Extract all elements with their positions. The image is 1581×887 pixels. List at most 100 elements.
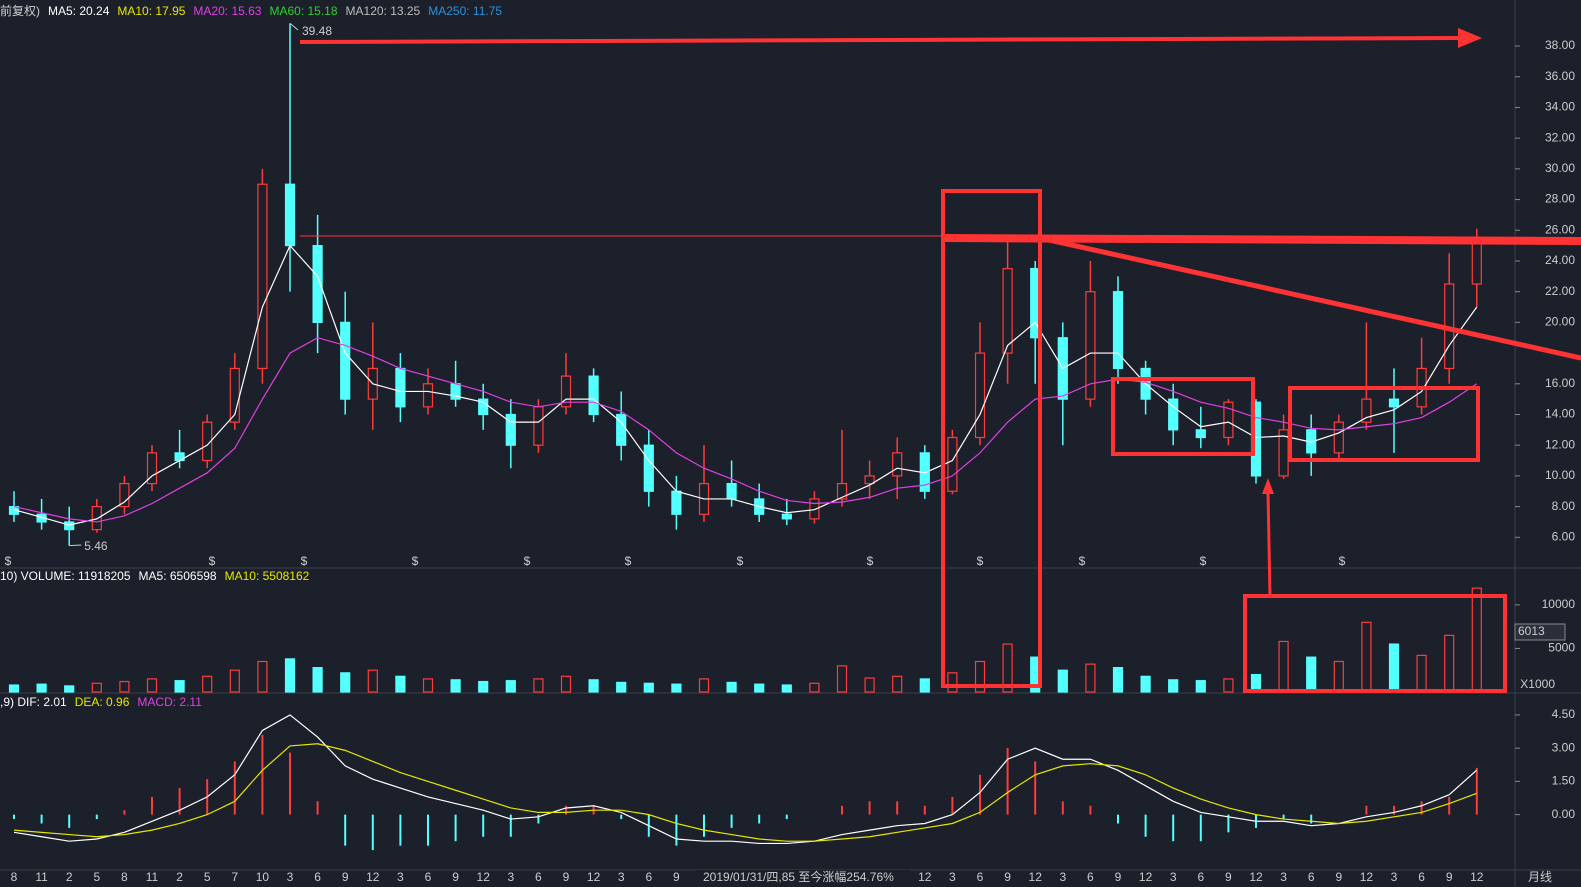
header-item: MA250: 11.75 [428, 4, 502, 18]
volume-bar [974, 660, 986, 693]
x-tick-label: 9 [563, 870, 570, 884]
volume-bar [1333, 660, 1344, 693]
y-tick-label: 34.00 [1545, 100, 1575, 114]
volume-bar [64, 685, 75, 693]
x-tick-label: 6 [314, 870, 321, 884]
volume-bar [919, 678, 930, 693]
x-tick-label: 9 [673, 870, 680, 884]
x-tick-label: 9 [1115, 870, 1122, 884]
volume-bar [257, 660, 268, 693]
candle-body [1223, 401, 1234, 439]
x-tick-label: 3 [949, 870, 956, 884]
header-item: MA10: 5508162 [225, 569, 310, 583]
volume-bar [312, 666, 323, 693]
volume-bar [1223, 678, 1234, 693]
highlight-box [1111, 377, 1255, 456]
x-tick-label: 3 [1059, 870, 1066, 884]
y-tick-label: 3.00 [1552, 740, 1576, 754]
candle-body [864, 475, 875, 485]
dividend-marker: $ [867, 554, 874, 568]
dividend-marker: $ [1200, 554, 1207, 568]
volume-bar [174, 680, 185, 693]
dividend-marker: $ [625, 554, 632, 568]
y-tick-label: 4.50 [1552, 707, 1576, 721]
candle-body [643, 444, 654, 492]
volume-bar [91, 682, 102, 693]
x-tick-label: 6 [535, 870, 542, 884]
x-tick-label: 11 [35, 870, 48, 884]
y-tick-label: 24.00 [1545, 253, 1575, 267]
x-tick-label: 9 [1004, 870, 1011, 884]
x-tick-label: 12 [1470, 870, 1484, 884]
x-tick-label: 2 [176, 870, 183, 884]
panel-header: 前复权) MA5: 20.24 MA10: 17.95 MA20: 15.63 MA60… [0, 3, 502, 18]
x-tick-label: 3 [287, 870, 294, 884]
macd-line [13, 743, 1478, 842]
header-item: MA120: 13.25 [346, 4, 421, 18]
candle-body [478, 398, 489, 416]
volume-bar [1306, 656, 1317, 693]
volume-bar [36, 683, 47, 693]
x-tick-label: 3 [1391, 870, 1398, 884]
volume-bar [1140, 675, 1151, 693]
volume-bar [505, 680, 516, 693]
volume-bar [698, 678, 710, 693]
candle-body [146, 452, 158, 485]
y-tick-label: 28.00 [1545, 192, 1575, 206]
x-tick-label: 12 [1029, 870, 1043, 884]
arrow-head [1262, 478, 1274, 494]
volume-bar [1416, 654, 1427, 693]
y-tick-label: 38.00 [1545, 38, 1575, 52]
x-tick-label: 12 [366, 870, 380, 884]
low-label: 5.46 [84, 539, 108, 553]
volume-bar [422, 678, 434, 693]
dividend-marker: $ [524, 554, 531, 568]
volume-bar [1361, 621, 1372, 693]
volume-bar [671, 683, 682, 693]
y-tick-label: 16.00 [1545, 376, 1575, 390]
volume-bar [1388, 643, 1400, 693]
candle-body [533, 406, 544, 446]
x-tick-label: 12 [1139, 870, 1153, 884]
panel-header: ,9) DIF: 2.01 DEA: 0.96 MACD: 2.11 [0, 695, 202, 709]
candle-body [1388, 398, 1400, 408]
volume-bar [395, 675, 406, 693]
dividend-marker: $ [1079, 554, 1086, 568]
volume-bar [1085, 663, 1096, 693]
volume-bar [809, 682, 820, 693]
x-tick-label: 9 [342, 870, 349, 884]
x-tick-label: 10 [256, 870, 270, 884]
x-tick-label: 9 [1446, 870, 1453, 884]
x-tick-label: 11 [146, 870, 159, 884]
x-tick-label: 5 [204, 870, 211, 884]
candle-body [312, 245, 323, 323]
candle-body [1195, 429, 1206, 439]
volume-bar [1168, 679, 1179, 693]
volume-bar [202, 675, 213, 693]
unit-label: X1000 [1520, 677, 1555, 691]
volume-bar [726, 681, 737, 693]
volume-bar [1002, 643, 1013, 693]
x-tick-label: 8 [121, 870, 128, 884]
header-item: MA10: 17.95 [117, 4, 185, 18]
volume-bar [284, 658, 296, 693]
candle-body [836, 482, 848, 500]
candle-body [91, 505, 102, 531]
x-tick-label: 6 [1418, 870, 1425, 884]
candle-body [1333, 421, 1344, 454]
candle-body [1085, 291, 1096, 400]
y-tick-label: 20.00 [1545, 315, 1575, 329]
x-tick-label: 6 [1197, 870, 1204, 884]
x-tick-label: 12 [918, 870, 932, 884]
header-item: MA5: 6506598 [139, 569, 217, 583]
x-tick-label: 2 [66, 870, 73, 884]
y-tick-label: 36.00 [1545, 69, 1575, 83]
header-item: MACD: 2.11 [137, 695, 202, 709]
y-tick-label: 0.00 [1552, 807, 1576, 821]
x-tick-label: 6 [1087, 870, 1094, 884]
volume-bar [533, 678, 544, 693]
candle-body [726, 482, 737, 500]
x-tick-label: 3 [1170, 870, 1177, 884]
dividend-marker: $ [1339, 554, 1346, 568]
